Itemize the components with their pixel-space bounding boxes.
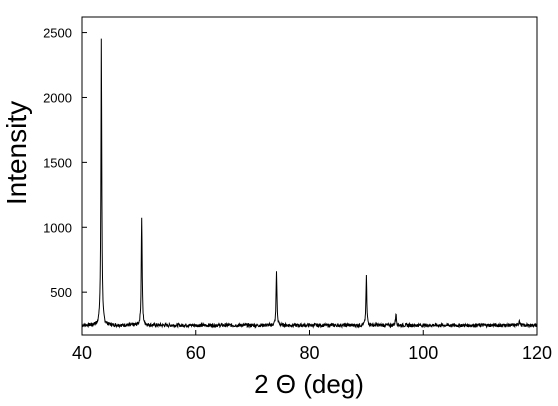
y-tick-label: 2000: [43, 90, 72, 105]
x-axis-title: 2 Θ (deg): [254, 369, 364, 399]
plot-frame: [81, 16, 538, 336]
diffraction-pattern-line: [81, 38, 538, 329]
y-tick-label: 1000: [43, 220, 72, 235]
y-tick-label: 500: [50, 285, 72, 300]
x-tick-label: 60: [186, 343, 206, 363]
x-tick-label: 40: [72, 343, 92, 363]
x-tick-label: 80: [299, 343, 319, 363]
y-axis-title: Intensity: [1, 101, 32, 205]
x-tick-label: 100: [408, 343, 438, 363]
y-axis-ticks: 500 1000 1500 2000 2500: [43, 26, 87, 300]
y-tick-label: 1500: [43, 155, 72, 170]
x-tick-label: 120: [522, 343, 552, 363]
y-tick-label: 2500: [43, 26, 72, 41]
x-axis-ticks: 40 60 80 100 120: [72, 330, 552, 363]
